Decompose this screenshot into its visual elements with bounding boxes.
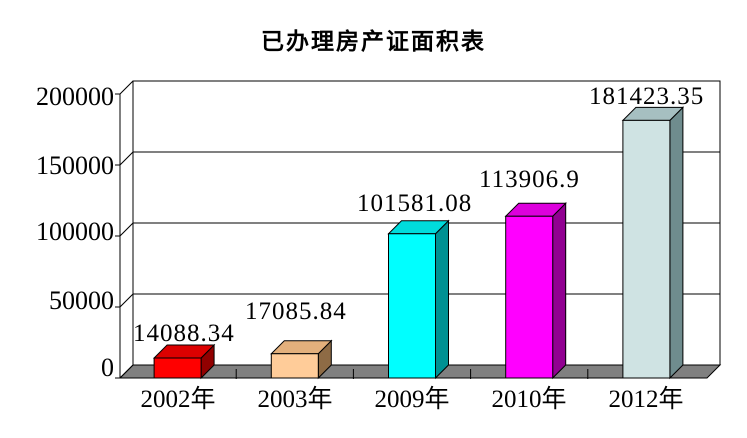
bar-side-2010年	[552, 202, 567, 380]
x-category-label: 2010年	[491, 386, 567, 413]
bar-side-2009年	[435, 219, 449, 380]
y-tick-connector	[119, 222, 134, 237]
x-category-label: 2002年	[140, 386, 216, 413]
x-category-label: 2009年	[374, 386, 450, 413]
bar-front-2012年	[622, 119, 671, 379]
x-category-label: 2012年	[608, 386, 684, 413]
y-tick-label: 100000	[36, 217, 114, 246]
bar-value-label: 101581.08	[357, 190, 473, 217]
bar-value-label: 14088.34	[133, 320, 235, 347]
y-tick-label: 50000	[49, 286, 114, 315]
y-tick-label: 0	[101, 353, 114, 382]
y-tick-connector	[119, 293, 134, 308]
bar-value-label: 113906.9	[479, 166, 580, 193]
bar-value-label: 181423.35	[589, 83, 705, 110]
bar-front-2010年	[505, 215, 554, 379]
bar-front-2003年	[270, 353, 319, 379]
bar-value-label: 17085.84	[245, 298, 347, 325]
y-tick-connector	[119, 151, 134, 166]
bar-front-2002年	[153, 357, 202, 379]
bar-front-2009年	[388, 233, 436, 379]
chart-title: 已办理房产证面积表	[261, 28, 486, 54]
y-tick-connector	[119, 364, 134, 379]
y-tick-label: 150000	[36, 151, 114, 180]
bar-side-2012年	[669, 106, 684, 380]
y-tick-label: 200000	[36, 82, 114, 111]
y-tick-connector	[119, 80, 134, 95]
x-category-label: 2003年	[257, 386, 333, 413]
